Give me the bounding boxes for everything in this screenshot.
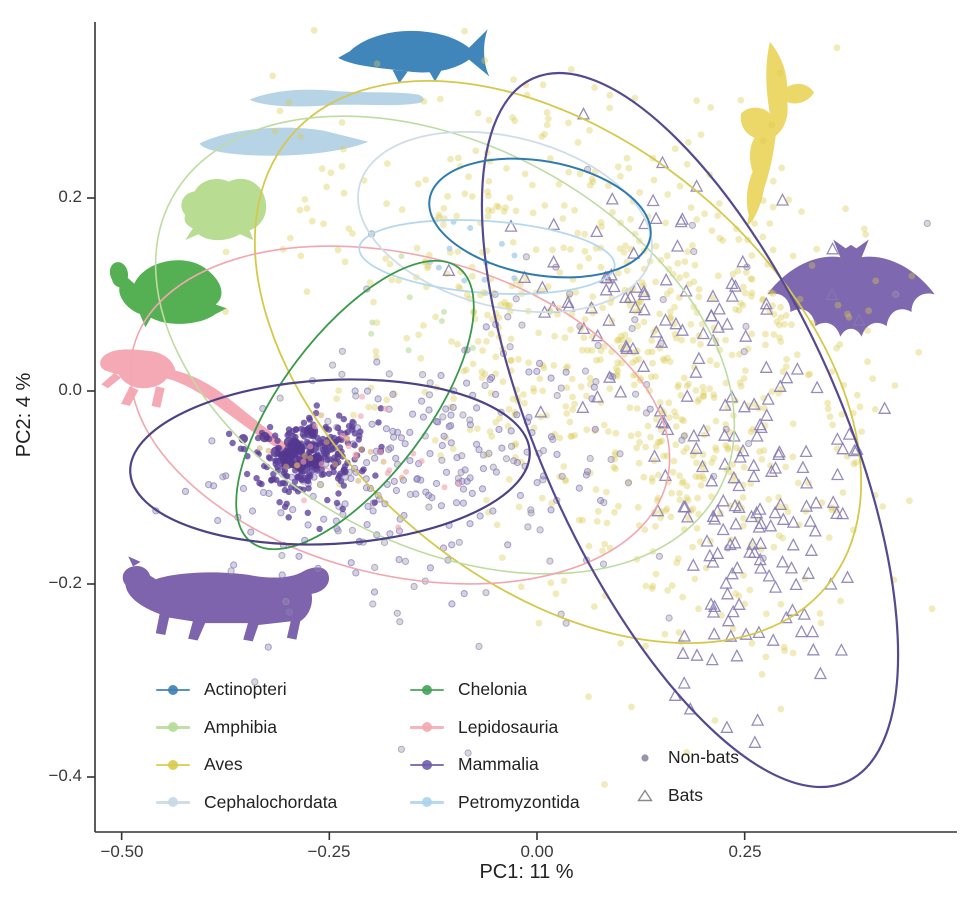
legend-item-nonbats: Non-bats xyxy=(637,739,739,777)
y-tick-label: −0.4 xyxy=(48,766,82,785)
legend-item-chelonia: Chelonia xyxy=(410,671,580,709)
legend-label: Amphibia xyxy=(204,716,277,737)
legend-label: Non-bats xyxy=(668,747,740,768)
actinopteri-key-icon xyxy=(156,684,190,696)
silhouette-eagle xyxy=(740,41,815,227)
silhouette-lamprey xyxy=(249,89,424,107)
nonbats-circle-icon xyxy=(637,751,655,765)
silhouette-fish xyxy=(338,29,490,84)
legend-item-lepidosauria: Lepidosauria xyxy=(410,709,580,747)
legend-item-petromyzontida: Petromyzontida xyxy=(410,784,580,822)
legend-item-amphibia: Amphibia xyxy=(156,709,337,747)
legend-item-bats: Bats xyxy=(637,777,739,815)
y-tick-label: 0.0 xyxy=(58,380,82,399)
x-tick-label: 0.25 xyxy=(728,842,762,861)
legend-label: Mammalia xyxy=(458,754,539,775)
points-layer xyxy=(152,26,936,788)
lepidosauria-key-icon xyxy=(410,721,444,733)
y-tick-label: −0.2 xyxy=(48,573,82,592)
amphibia-key-icon xyxy=(156,721,190,733)
legend-label: Aves xyxy=(204,754,243,775)
legend-item-aves: Aves xyxy=(156,746,337,784)
aves-key-icon xyxy=(156,759,190,771)
mammalia-key-icon xyxy=(410,759,444,771)
petromyzontida-key-icon xyxy=(410,796,444,808)
bats-triangle-icon xyxy=(637,788,655,802)
cephalochordata-key-icon xyxy=(156,796,190,808)
chelonia-key-icon xyxy=(410,684,444,696)
legend-label: Cephalochordata xyxy=(204,791,338,812)
legend-item-mammalia: Mammalia xyxy=(410,746,580,784)
shape-legend: Non-bats Bats xyxy=(637,739,739,814)
silhouette-bat xyxy=(767,239,935,337)
axes-layer xyxy=(87,22,957,840)
legend-label: Actinopteri xyxy=(204,679,287,700)
y-axis-title: PC2: 4 % xyxy=(13,372,35,458)
y-tick-label: 0.2 xyxy=(58,187,82,206)
silhouette-panther xyxy=(122,556,329,642)
x-tick-label: 0.00 xyxy=(520,842,554,861)
legend-item-cephalochordata: Cephalochordata xyxy=(156,784,337,822)
silhouette-lancelet xyxy=(199,127,369,156)
class-legend-col1: Actinopteri Amphibia Aves Cephalochordat… xyxy=(156,671,337,821)
legend-label: Bats xyxy=(668,784,704,805)
x-tick-label: −0.25 xyxy=(307,842,351,861)
legend-item-actinopteri: Actinopteri xyxy=(156,671,337,709)
x-tick-label: −0.50 xyxy=(100,842,144,861)
class-legend-col2: Chelonia Lepidosauria Mammalia Petromyzo… xyxy=(410,671,580,821)
legend-label: Chelonia xyxy=(458,679,528,700)
legend-label: Petromyzontida xyxy=(458,791,580,812)
x-axis-title: PC1: 11 % xyxy=(479,861,574,883)
silhouette-frog xyxy=(181,178,267,241)
legend-label: Lepidosauria xyxy=(458,716,559,737)
